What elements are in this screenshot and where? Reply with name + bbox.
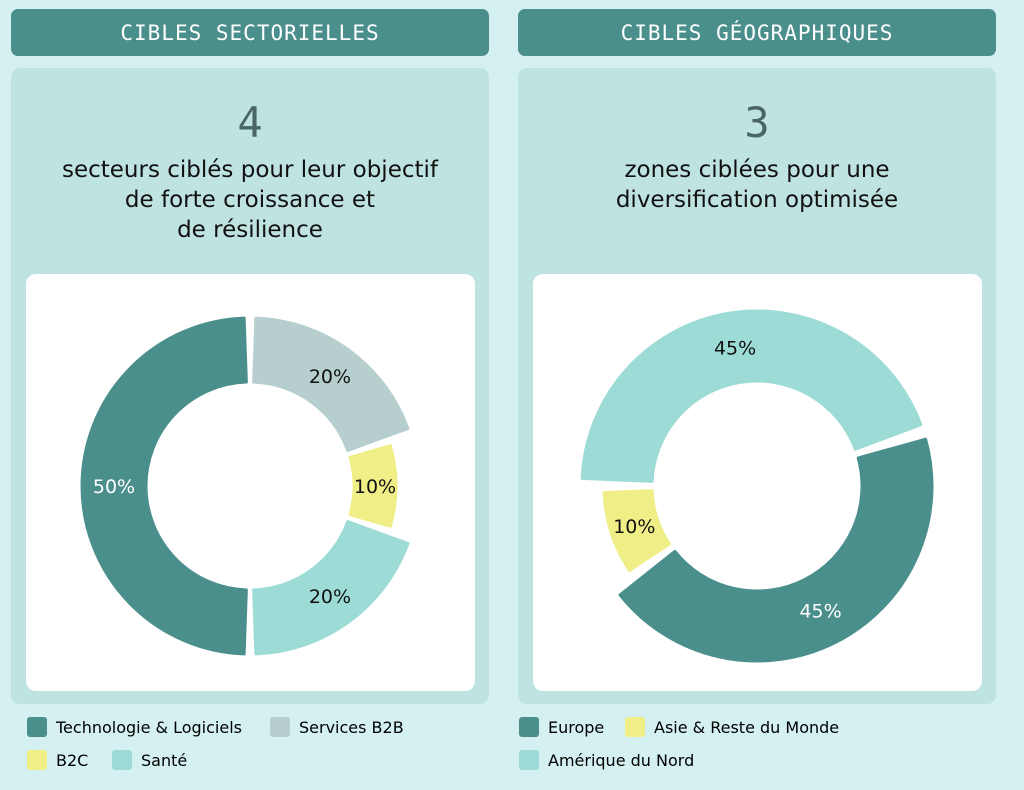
sector-chart-panel: 50% 20% 10% 20% [26, 274, 475, 691]
legend-label: Europe [548, 717, 605, 737]
legend-item-europe: Europe [519, 717, 604, 737]
legend-label: B2C [56, 750, 89, 770]
donut-slice [252, 520, 410, 656]
slice-value-label: 20% [309, 366, 351, 388]
donut-slice [80, 316, 248, 656]
geo-donut-chart: 45% 10% 45% [580, 309, 934, 663]
legend-swatch [27, 750, 47, 770]
geo-chart-panel: 45% 10% 45% [533, 274, 982, 691]
geo-targets-card: 3 zones ciblées pour une diversification… [518, 68, 996, 704]
legend-item-asie: Asie & Reste du Monde [625, 717, 839, 737]
legend-swatch [27, 717, 47, 737]
geo-description: zones ciblées pour une diversification o… [542, 155, 972, 215]
donut-slice [618, 437, 934, 663]
geo-description-line: zones ciblées pour une [624, 157, 890, 183]
legend-item-b2c: B2C [27, 750, 88, 770]
slice-value-label: 20% [309, 586, 351, 608]
legend-label: Santé [141, 750, 188, 770]
sector-donut-chart: 50% 20% 10% 20% [80, 316, 410, 656]
legend-item-amerique: Amérique du Nord [519, 750, 694, 770]
legend-label: Technologie & Logiciels [56, 717, 242, 737]
legend-swatch [270, 717, 290, 737]
sector-targets-header: CIBLES SECTORIELLES [11, 9, 489, 56]
legend-swatch [112, 750, 132, 770]
legend-item-technologie: Technologie & Logiciels [27, 717, 242, 737]
sector-description: secteurs ciblés pour leur objectif de fo… [35, 155, 465, 245]
donut-slice [252, 316, 410, 452]
slice-value-label: 50% [93, 476, 135, 498]
legend-swatch [625, 717, 645, 737]
legend-swatch [519, 717, 539, 737]
sector-description-line: de forte croissance et [124, 187, 376, 213]
slice-value-label: 45% [799, 601, 841, 623]
donut-slice [348, 444, 398, 528]
slice-value-label: 10% [354, 476, 396, 498]
legend-swatch [519, 750, 539, 770]
sector-description-line: secteurs ciblés pour leur objectif [61, 157, 438, 183]
donut-slice [580, 309, 923, 483]
geo-targets-header: CIBLES GÉOGRAPHIQUES [518, 9, 996, 56]
legend-item-services-b2b: Services B2B [270, 717, 404, 737]
sector-count: 4 [237, 98, 263, 147]
geo-description-line: diversification optimisée [615, 187, 899, 213]
legend-label: Amérique du Nord [548, 750, 695, 770]
sector-description-line: de résilience [177, 217, 323, 243]
sector-targets-card: 4 secteurs ciblés pour leur objectif de … [11, 68, 489, 704]
legend-item-sante: Santé [112, 750, 187, 770]
legend-label: Asie & Reste du Monde [654, 717, 840, 737]
donut-slice [602, 489, 671, 572]
legend-label: Services B2B [299, 717, 404, 737]
geo-count: 3 [744, 98, 770, 147]
slice-value-label: 45% [714, 338, 756, 360]
slice-value-label: 10% [613, 516, 655, 538]
